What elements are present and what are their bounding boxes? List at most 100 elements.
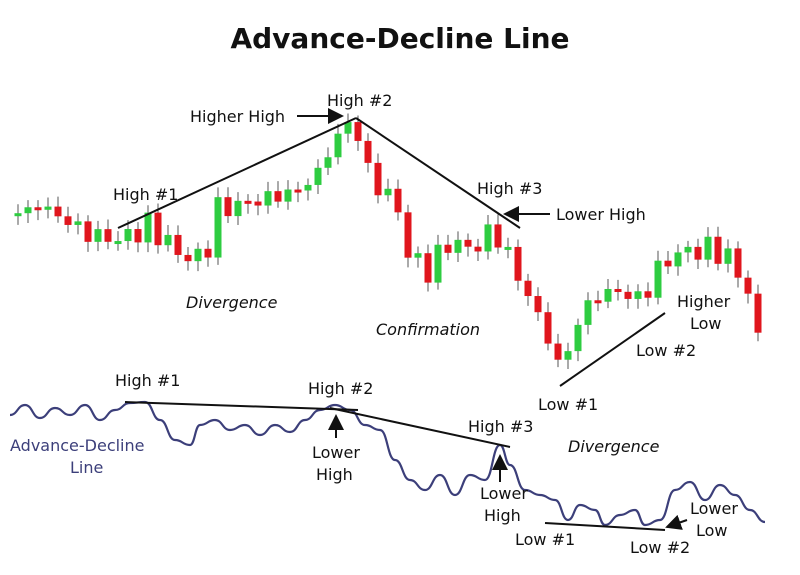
label: High #2: [327, 91, 392, 110]
candle-body: [644, 291, 652, 298]
candle-body: [744, 277, 752, 294]
candle-body: [164, 234, 172, 246]
candle-body: [654, 260, 662, 298]
candle-body: [104, 229, 112, 242]
candle-body: [34, 207, 42, 211]
candle-body: [424, 253, 432, 283]
candle-body: [304, 184, 312, 191]
candle-body: [484, 224, 492, 252]
candle-body: [724, 248, 732, 264]
label: Low #1: [538, 395, 598, 414]
trend-line: [559, 312, 666, 387]
candle-body: [384, 188, 392, 196]
candle-body: [264, 191, 272, 206]
label: Divergence: [568, 437, 660, 456]
label: Lower High: [312, 443, 360, 484]
candle-body: [584, 300, 592, 325]
trend-line: [124, 401, 359, 411]
candle-body: [674, 252, 682, 267]
line-label: Advance-Decline Line: [10, 436, 144, 477]
candle-body: [354, 122, 362, 141]
candle-body: [214, 197, 222, 258]
trend-line: [117, 117, 357, 229]
candle-body: [444, 244, 452, 253]
candle-body: [334, 133, 342, 158]
candle-body: [684, 246, 692, 253]
candle-body: [224, 197, 232, 217]
candle-body: [534, 296, 542, 313]
candle-body: [184, 254, 192, 262]
label: Confirmation: [376, 320, 480, 339]
label: Higher High: [190, 107, 285, 126]
trend-line: [544, 522, 666, 531]
candle-body: [494, 224, 502, 248]
candle-body: [114, 241, 122, 245]
candle-body: [564, 351, 572, 360]
candle-body: [634, 291, 642, 299]
candle-body: [54, 206, 62, 217]
candle-body: [694, 246, 702, 260]
candle-body: [504, 246, 512, 250]
candle-body: [664, 260, 672, 267]
candle-body: [274, 191, 282, 202]
label: Divergence: [186, 293, 278, 312]
label: Higher Low: [677, 292, 731, 333]
candle-body: [474, 246, 482, 252]
label: High #1: [113, 185, 178, 204]
candle-body: [174, 234, 182, 255]
candle-body: [294, 189, 302, 193]
candle-body: [404, 212, 412, 258]
label: Lower Low: [690, 499, 738, 540]
candle-body: [704, 236, 712, 260]
label: High #3: [477, 179, 542, 198]
candle-body: [544, 312, 552, 344]
candle-body: [24, 207, 32, 214]
candle-body: [44, 206, 52, 210]
candle-body: [254, 201, 262, 206]
candle-body: [414, 253, 422, 258]
label: High #1: [115, 371, 180, 390]
candle-body: [234, 200, 242, 217]
candle-body: [574, 324, 582, 352]
candle-body: [454, 239, 462, 253]
candle-body: [134, 229, 142, 243]
label: Lower High: [480, 484, 528, 525]
candle-body: [394, 188, 402, 213]
candle-body: [624, 291, 632, 299]
candle-body: [244, 200, 252, 204]
candle-body: [594, 300, 602, 304]
candle-body: [194, 248, 202, 262]
candle-body: [324, 157, 332, 168]
candle-body: [74, 221, 82, 225]
arrow: [665, 514, 688, 530]
candle-body: [154, 212, 162, 246]
trend-line: [355, 117, 521, 229]
candle-body: [524, 280, 532, 297]
label: Low #2: [636, 341, 696, 360]
candle-body: [124, 229, 132, 242]
candle-body: [84, 221, 92, 242]
candle-body: [314, 167, 322, 185]
label: Lower High: [556, 205, 646, 224]
title: Advance-Decline Line: [230, 22, 569, 55]
candle-body: [714, 236, 722, 264]
candle-body: [514, 246, 522, 281]
candle-body: [754, 293, 762, 333]
candle-body: [364, 140, 372, 163]
candle-body: [144, 212, 152, 243]
trend-line: [329, 407, 511, 448]
candle-body: [204, 248, 212, 258]
candle-body: [604, 288, 612, 302]
candlesticks: [14, 113, 762, 369]
label: Low #2: [630, 538, 690, 557]
candle-body: [734, 248, 742, 278]
candle-body: [14, 213, 22, 217]
label: High #2: [308, 379, 373, 398]
label: High #3: [468, 417, 533, 436]
candle-body: [94, 229, 102, 242]
candle-body: [614, 288, 622, 292]
candle-body: [284, 189, 292, 202]
candle-body: [464, 239, 472, 247]
candle-body: [64, 216, 72, 225]
